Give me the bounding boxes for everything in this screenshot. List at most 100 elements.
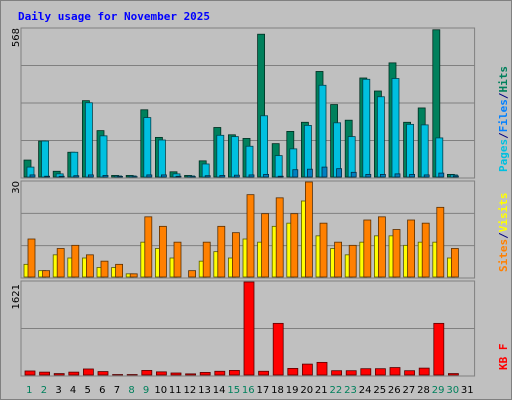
kbytes-bar [345,370,357,376]
sites-bar [173,241,182,278]
legend-files: Files [497,99,510,132]
pages-bar [117,176,123,178]
files-bar [201,163,210,178]
pages-bar [350,171,357,178]
sites-bar [217,225,226,278]
legend-pages: Pages [497,139,510,172]
kbytes-bar [53,373,65,376]
kbytes-bar [24,370,36,376]
x-tick-label: 19 [286,385,299,396]
sites-bar [421,222,430,278]
sites-bar [56,248,65,278]
x-tick-label: 8 [128,385,134,396]
pages-bar [73,175,80,178]
files-bar [274,155,283,178]
files-bar [347,136,356,178]
legend-sep: / [497,132,510,139]
pages-bar [204,175,211,178]
sites-ymax-label: 30 [11,181,22,194]
kbytes-bar [272,322,284,376]
pages-bar [263,173,270,178]
pages-bar [379,173,386,178]
sites-bar [71,244,80,278]
sites-bar [363,219,372,278]
hits-files-pages-panel [20,27,476,179]
x-tick-label: 24 [359,385,372,396]
x-tick-label: 16 [242,385,255,396]
files-bar [41,140,49,178]
x-tick-label: 20 [300,385,313,396]
sites-bar [202,241,211,278]
kbytes-bar [141,370,153,376]
files-bar [406,123,415,178]
pages-bar [292,169,299,178]
legend-sep: / [497,232,510,239]
files-bar [318,84,327,178]
kbytes-legend: KB F [497,344,510,371]
pages-bar [336,168,343,178]
x-tick-label: 25 [373,385,386,396]
files-bar [362,78,371,178]
kbytes-bar [447,373,459,376]
pages-bar [438,172,445,178]
files-bar [99,135,108,178]
x-tick-label: 14 [213,385,226,396]
pages-bar [175,175,182,178]
x-tick-label: 2 [41,385,47,396]
kbytes-bar [170,372,182,376]
sites-bar [158,225,167,278]
files-bar [435,137,444,178]
hits-files-pages-legend: Pages/Files/Hits [497,66,510,172]
legend-sep: / [497,92,510,99]
kbytes-bar [404,370,416,376]
x-tick-label: 27 [403,385,416,396]
x-tick-label: 18 [271,385,284,396]
x-tick-label: 15 [227,385,240,396]
files-bar [70,151,79,178]
x-tick-label: 9 [143,385,149,396]
kbytes-bar [418,367,430,376]
kbytes-bar [214,370,226,376]
legend-sites: Sites [497,239,510,272]
sites-bar [100,260,109,278]
x-tick-label: 28 [417,385,430,396]
x-tick-label: 1 [26,385,32,396]
pages-bar [102,175,109,178]
sites-bar [42,270,50,278]
x-tick-label: 26 [388,385,401,396]
pages-bar [29,174,36,178]
kbytes-bar [374,368,386,376]
pages-bar [44,175,50,178]
x-tick-label: 3 [55,385,61,396]
x-tick-label: 6 [99,385,105,396]
pages-bar [160,174,167,178]
sites-bar [290,213,299,278]
sites-bar [27,238,36,278]
x-tick-label: 23 [344,385,357,396]
sites-bar [246,194,255,278]
pages-bar [88,174,94,178]
pages-bar [248,174,255,178]
sites-bar [86,254,94,278]
kbytes-panel [20,280,476,377]
files-bar [85,102,93,178]
pages-bar [277,175,284,178]
kbytes-bar [360,368,372,376]
sites-bar [304,181,313,278]
files-bar [260,115,269,178]
files-bar [230,136,239,178]
x-tick-label: 10 [154,385,167,396]
x-tick-label: 31 [461,385,474,396]
x-tick-label: 17 [257,385,270,396]
x-tick-label: 12 [184,385,197,396]
sites-bar [275,197,284,278]
sites-bar [348,244,357,278]
pages-bar [146,174,153,178]
pages-bar [409,173,416,178]
sites-bar [450,248,459,278]
kbytes-bar [97,371,109,376]
sites-bar [407,219,416,278]
kbytes-bar [389,367,401,376]
